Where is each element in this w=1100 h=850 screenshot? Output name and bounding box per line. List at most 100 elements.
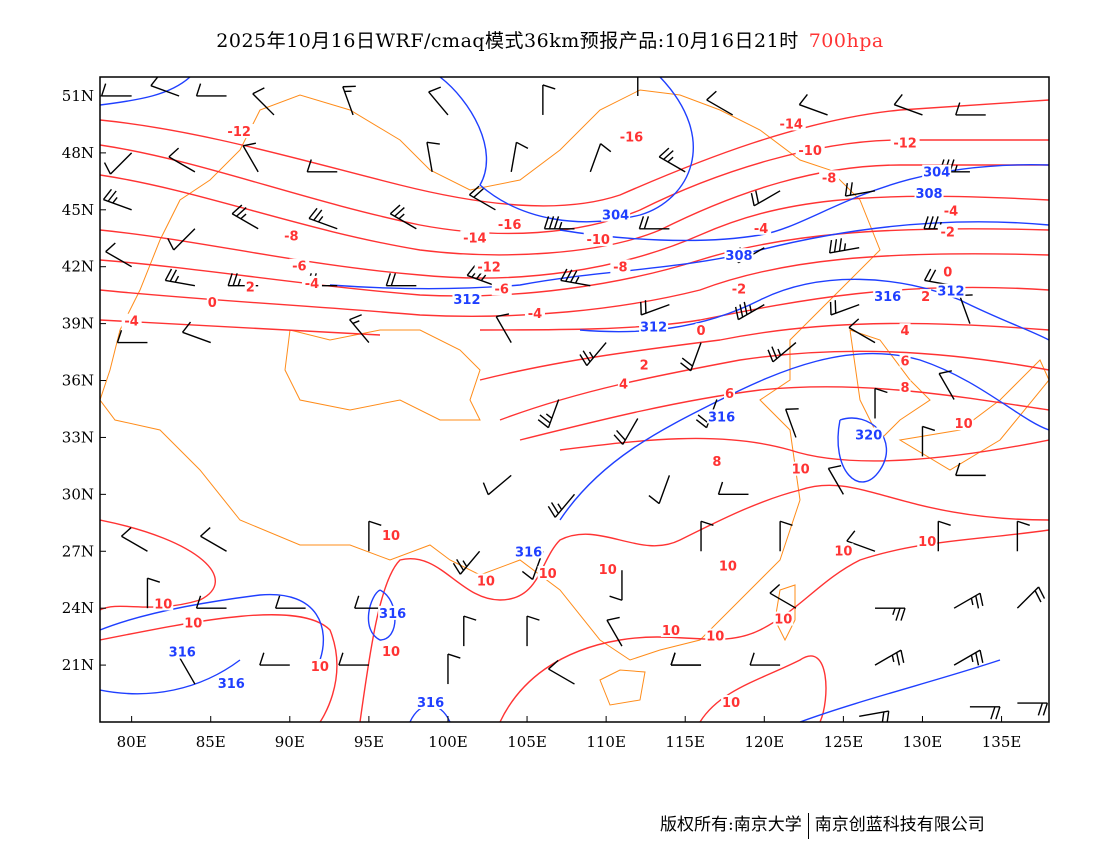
wind-barb xyxy=(150,77,180,97)
temperature-label: 10 xyxy=(955,417,973,432)
temperature-label: 10 xyxy=(311,660,329,675)
lon-tick-label: 100E xyxy=(428,733,468,751)
temperature-label: 10 xyxy=(722,696,740,711)
country-borders xyxy=(100,89,1049,706)
map-axes: 80E 85E 90E 95E 100E 105E 110E 115E 120E 125E 130E… xyxy=(62,87,1022,751)
wind-barb xyxy=(466,264,496,287)
wind-barb xyxy=(100,83,132,97)
height-label: 316 xyxy=(379,607,406,622)
wind-barb xyxy=(859,710,890,722)
wind-barb xyxy=(482,474,512,496)
wind-barb xyxy=(349,314,370,344)
wind-barb xyxy=(846,530,876,552)
wind-barb xyxy=(560,268,591,287)
temperature-label: 10 xyxy=(706,630,724,645)
wind-barb xyxy=(937,520,951,552)
lon-tick-label: 90E xyxy=(275,733,305,751)
lat-tick-label: 21N xyxy=(62,656,94,674)
wind-barbs xyxy=(100,77,1049,722)
wind-barb xyxy=(750,190,781,207)
wind-barb xyxy=(542,84,556,115)
wind-barb xyxy=(637,77,639,96)
lat-tick-label: 51N xyxy=(62,87,94,105)
temperature-label: -12 xyxy=(893,136,917,151)
temperature-label: -16 xyxy=(620,131,644,146)
wind-barb xyxy=(785,408,799,438)
wind-barb xyxy=(526,615,540,647)
lon-tick-label: 115E xyxy=(665,733,705,751)
temperature-label: 2 xyxy=(921,290,930,305)
lat-tick-label: 45N xyxy=(62,201,94,219)
wind-barb xyxy=(548,659,575,685)
temperature-label: -14 xyxy=(779,117,803,132)
height-label: 320 xyxy=(855,429,882,444)
temperature-label: 6 xyxy=(901,355,910,370)
temperature-label: 8 xyxy=(901,381,910,396)
lon-tick-label: 110E xyxy=(586,733,626,751)
wind-barb xyxy=(640,300,670,316)
temperature-label: 4 xyxy=(619,377,628,392)
wind-barb xyxy=(955,102,986,116)
lat-tick-label: 42N xyxy=(62,258,94,276)
wind-barb xyxy=(121,527,148,552)
wind-barb xyxy=(167,228,196,251)
wind-barb xyxy=(938,370,955,400)
wind-barb xyxy=(648,475,671,505)
temperature-label: 10 xyxy=(154,597,172,612)
temperature-label: 10 xyxy=(184,616,202,631)
temperature-label: 2 xyxy=(246,281,255,296)
lon-tick-label: 80E xyxy=(117,733,147,751)
temperature-label: 2 xyxy=(640,358,649,373)
wind-barb xyxy=(874,649,905,666)
wind-barb xyxy=(389,204,417,230)
wind-barb xyxy=(955,462,986,477)
wind-barb xyxy=(798,94,828,116)
wind-barb xyxy=(200,527,227,552)
wind-barb xyxy=(428,86,449,116)
wind-barb xyxy=(274,595,306,609)
wind-barb xyxy=(658,147,686,173)
lat-tick-label: 27N xyxy=(62,542,94,560)
height-labels: 304 304 308 308 312 312 312 316 316 320 316 316 316 3… xyxy=(167,164,966,711)
wind-barb xyxy=(181,321,211,344)
copyright-right: 南京创蓝科技有限公司 xyxy=(814,815,985,835)
temperature-label: 0 xyxy=(697,324,706,339)
temperature-label: -16 xyxy=(498,218,522,233)
temperature-label: 8 xyxy=(712,455,721,470)
wind-barb xyxy=(670,652,702,666)
lat-tick-label: 24N xyxy=(62,599,94,617)
temperature-label: -4 xyxy=(944,205,958,220)
height-label: 308 xyxy=(725,249,752,264)
temperature-labels: -12 -16-14-12-10-8-16-14-12-10-8-4-8-6-4-… xyxy=(121,116,974,711)
temperature-label: 10 xyxy=(774,613,792,628)
wind-barb xyxy=(953,592,984,609)
wind-barb xyxy=(242,142,259,173)
height-label: 304 xyxy=(602,208,629,223)
wind-barb xyxy=(195,595,227,609)
wind-barb xyxy=(252,87,275,116)
title-text: 2025年10月16日WRF/cmaq模式36km预报产品:10月16日21时 xyxy=(216,30,799,52)
height-label: 312 xyxy=(640,320,667,335)
lon-tick-label: 105E xyxy=(507,733,547,751)
wind-barb xyxy=(510,141,529,172)
wind-barb xyxy=(116,330,148,344)
wind-barb xyxy=(670,652,702,666)
lat-tick-label: 30N xyxy=(62,485,94,503)
temperature-label: -4 xyxy=(528,307,542,322)
wind-barb xyxy=(338,652,369,666)
wind-barb xyxy=(706,90,734,116)
height-label: 316 xyxy=(708,410,735,425)
lon-tick-label: 120E xyxy=(745,733,785,751)
temperature-label: -8 xyxy=(613,261,627,276)
wind-barb xyxy=(779,520,793,552)
height-label: 308 xyxy=(915,187,942,202)
temperature-label: -8 xyxy=(822,171,836,186)
wind-barb xyxy=(734,301,765,321)
wind-barb xyxy=(609,570,623,601)
footer-divider xyxy=(807,812,809,839)
wind-barb xyxy=(452,550,481,575)
wind-barb xyxy=(1016,586,1046,609)
temperature-label: 0 xyxy=(943,265,952,280)
temperature-label: -2 xyxy=(941,226,955,241)
